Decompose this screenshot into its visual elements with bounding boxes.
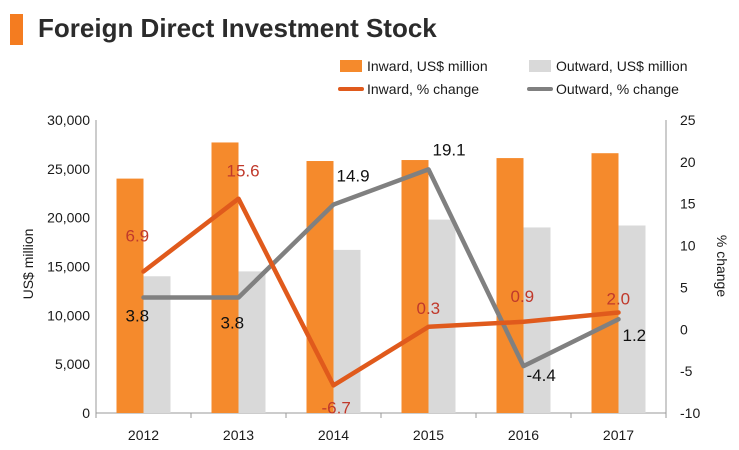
data-label-outward-change: 3.8: [126, 306, 150, 325]
line-outward-change: [141, 167, 621, 369]
x-tick-label: 2013: [223, 427, 254, 443]
data-label-outward-change: -4.4: [527, 366, 556, 385]
y-axis-title: US$ million: [20, 229, 36, 300]
bar-outward: [333, 249, 361, 413]
chart-title: Foreign Direct Investment Stock: [38, 13, 437, 43]
data-label-outward-change: 19.1: [433, 140, 466, 159]
bar-inward: [211, 142, 239, 414]
legend-label-inward-line: Inward, % change: [367, 81, 479, 97]
data-label-inward-change: 15.6: [227, 162, 260, 181]
y-tick-label: 30,000: [47, 112, 90, 128]
legend-label-outward-bar: Outward, US$ million: [556, 58, 688, 74]
plot-area: 0 5,000 10,000 15,000 20,000 25,000 30,000 -10 -…: [47, 112, 700, 443]
bar-outward: [618, 225, 646, 413]
x-tick-label: 2014: [318, 427, 349, 443]
y-tick-label: 20,000: [47, 210, 90, 226]
y2-tick-label: 10: [680, 238, 696, 254]
y2-axis-title: % change: [714, 235, 730, 297]
legend-swatch-inward-bar: [340, 60, 362, 72]
y-tick-label: 5,000: [55, 356, 90, 372]
data-label-outward-change: 14.9: [337, 167, 370, 186]
y-tick-label: 25,000: [47, 161, 90, 177]
data-label-inward-change: 6.9: [126, 227, 150, 246]
bar-inward: [496, 158, 524, 413]
legend: Inward, US$ million Outward, US$ million…: [338, 58, 688, 97]
y-tick-label: 15,000: [47, 259, 90, 275]
y2-tick-label: -5: [680, 363, 693, 379]
y2-tick-label: 5: [680, 279, 688, 295]
data-label-outward-change: 1.2: [623, 326, 647, 345]
title-accent-bar: [10, 14, 23, 45]
bar-inward: [116, 178, 144, 413]
y2-tick-label: 20: [680, 154, 696, 170]
bar-inward: [401, 160, 429, 413]
x-tick-label: 2017: [603, 427, 634, 443]
data-label-inward-change: 2.0: [607, 290, 631, 309]
legend-label-inward-bar: Inward, US$ million: [367, 58, 488, 74]
y2-tick-label: -10: [680, 405, 700, 421]
legend-label-outward-line: Outward, % change: [556, 81, 679, 97]
y-tick-label: 0: [82, 405, 90, 421]
x-tick-label: 2015: [413, 427, 444, 443]
data-label-inward-change: -6.7: [322, 398, 351, 417]
bar-outward: [428, 219, 456, 413]
data-label-inward-change: 0.9: [511, 287, 535, 306]
data-label-inward-change: 0.3: [417, 299, 441, 318]
y2-tick-label: 15: [680, 196, 696, 212]
y-tick-label: 10,000: [47, 307, 90, 323]
y2-tick-label: 25: [680, 112, 696, 128]
bar-inward: [306, 161, 334, 413]
legend-swatch-outward-bar: [529, 60, 551, 72]
line-inward-change: [141, 196, 621, 388]
x-tick-label: 2012: [128, 427, 159, 443]
data-label-outward-change: 3.8: [221, 313, 245, 332]
bar-inward: [591, 153, 619, 413]
y2-tick-label: 0: [680, 321, 688, 337]
x-tick-label: 2016: [508, 427, 539, 443]
